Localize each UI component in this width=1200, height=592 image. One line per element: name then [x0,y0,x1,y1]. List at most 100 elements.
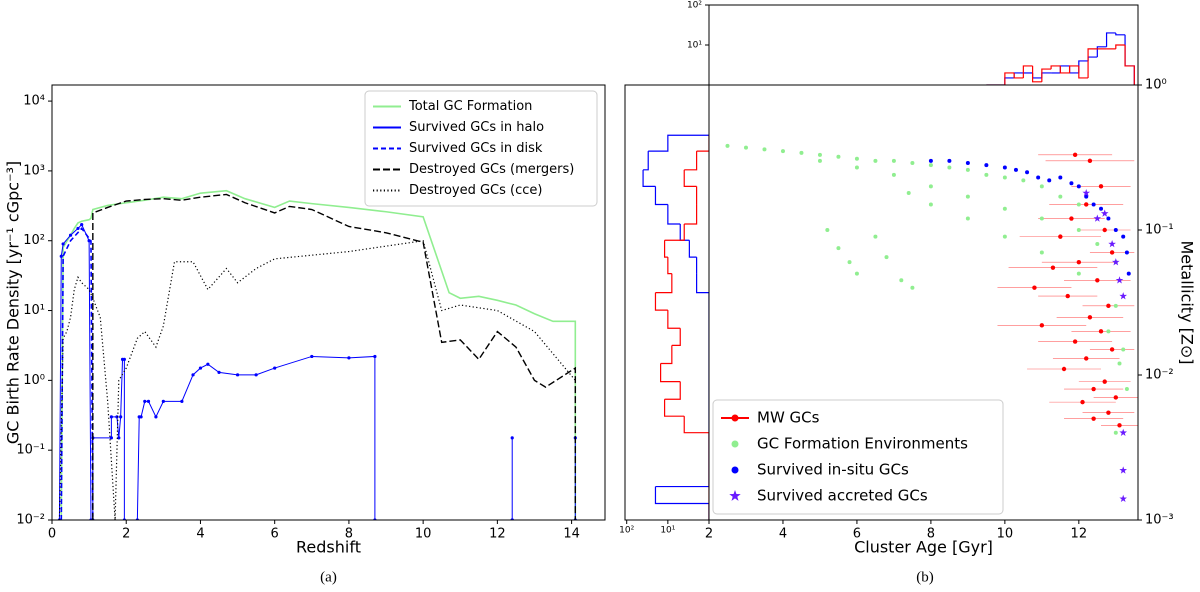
histogram-step [1124,45,1135,85]
point [1091,386,1096,392]
y-tick-label: 10¹ [687,41,702,51]
point [1058,194,1063,199]
point [910,285,915,290]
legend-swatch [729,490,741,501]
point [1106,303,1111,309]
point [1039,250,1044,255]
point [1039,323,1045,328]
point [1126,271,1131,276]
y-tick-label: 10⁰ [23,373,45,388]
x-tick-label: 10 [415,527,432,542]
legend-label: Destroyed GCs (cce) [409,183,542,198]
histogram-step [664,381,681,400]
x-tick-label: 8 [927,527,935,542]
star-point [1119,466,1128,474]
point [817,158,822,163]
legend-label: Survived accreted GCs [757,487,928,505]
legend-label: Survived in-situ GCs [757,461,909,479]
legend-label: Survived GCs in disk [409,141,543,156]
point [1084,202,1089,207]
series-line [58,223,576,520]
point [873,234,878,239]
point [825,228,830,232]
point [1039,184,1044,189]
legend-swatch [731,440,739,448]
point [1069,181,1074,186]
point [1050,265,1056,270]
x-tick-label: 0 [48,527,56,542]
point [1076,228,1081,232]
legend-swatch [731,466,739,474]
point [910,160,915,165]
y-tick-label: 10⁰ [1145,78,1167,93]
point [1095,278,1100,283]
x-tick-label: 6 [853,527,861,542]
point [1076,259,1082,265]
x-tick-label: 4 [196,527,204,542]
x-tick-label: 8 [345,527,353,542]
point [836,246,841,251]
histogram-step [654,186,668,206]
plot-area [725,143,1138,503]
point [510,436,514,440]
point [1091,202,1096,207]
point [1098,329,1104,334]
series-line [60,189,577,520]
point [1002,234,1007,239]
point [947,165,952,170]
histogram-step [664,223,685,241]
point [762,147,767,152]
point [965,216,970,221]
y-tick-label: 10¹ [23,303,45,318]
point [1091,416,1096,421]
point [1036,175,1041,180]
x-axis-label: Cluster Age [Gyr] [854,538,993,557]
point [1072,339,1078,344]
histogram-step [663,240,668,258]
histogram-step [1096,46,1107,58]
histogram-step [684,204,698,225]
point [1025,170,1030,175]
histogram-step [671,328,681,347]
point [1117,423,1122,428]
y-tick-label: 10² [23,233,45,248]
star-point [1119,428,1128,436]
point [1113,228,1118,232]
histogram-step [1078,60,1089,73]
histogram-step [655,467,709,488]
point [1021,178,1026,183]
caption: (b) [916,569,934,585]
y-axis-label: GC Birth Rate Density [yr⁻¹ cGpc⁻³] [4,161,23,444]
histogram-step [667,257,672,275]
point [1013,167,1018,172]
histogram-step [1059,65,1070,74]
series-line [60,227,94,520]
point [1002,206,1007,211]
point [1058,175,1063,180]
point [854,271,859,276]
point [965,167,970,172]
x-axis-label: Redshift [296,538,361,557]
histogram-step [1022,65,1033,78]
point [1095,242,1100,247]
histogram-step [683,169,697,187]
histogram-step [1115,44,1126,49]
point [1065,293,1070,299]
point [1117,361,1122,366]
axes-frame [51,84,606,521]
point [1032,285,1037,290]
y-tick-label: 10⁻² [1145,368,1174,383]
histogram-step [648,134,709,152]
point [1061,366,1067,372]
histogram-step [1124,34,1135,85]
point [965,194,970,199]
point [1102,227,1107,233]
histogram-step [660,363,681,383]
histogram-step [1032,65,1042,83]
point [1109,250,1115,255]
histogram-step [1004,72,1015,85]
point [1076,202,1081,207]
histogram-step [696,273,709,294]
point [984,163,989,168]
point [1109,347,1115,352]
